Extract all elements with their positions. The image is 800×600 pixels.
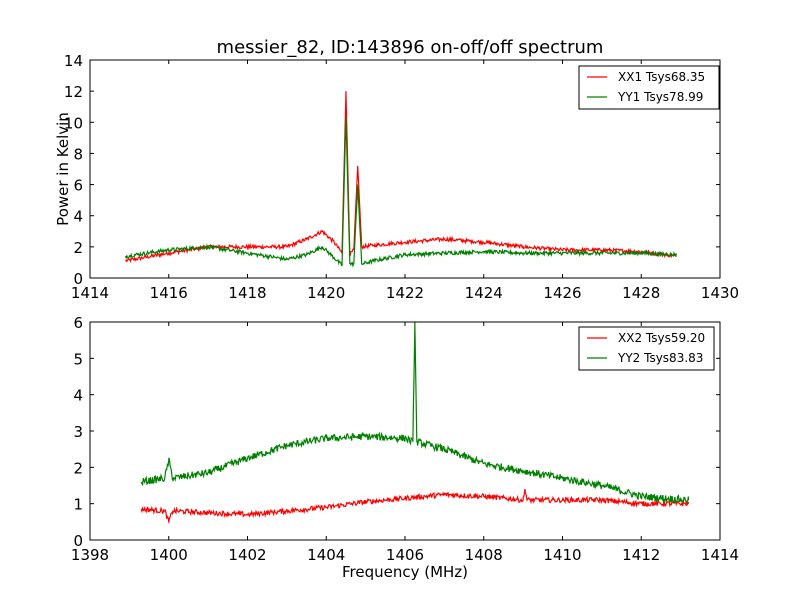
x-tick-label: 1414 [701, 546, 739, 564]
x-tick-label: 1414 [71, 284, 109, 302]
x-tick-label: 1424 [465, 284, 503, 302]
y-tick-label: 5 [73, 350, 83, 368]
legend-box [578, 65, 720, 110]
legend-entry: YY2 Tsys83.83 [617, 351, 703, 365]
x-tick-label: 1406 [386, 546, 424, 564]
y-tick-label: 1 [73, 496, 83, 514]
x-tick-label: 1428 [622, 284, 660, 302]
series-line-yy1 [124, 117, 678, 268]
x-tick-label: 1400 [150, 546, 188, 564]
x-tick-label: 1408 [465, 546, 503, 564]
legend: XX1 Tsys68.35 YY1 Tsys78.99 [578, 65, 720, 110]
x-axis-label: Frequency (MHz) [342, 563, 468, 581]
x-tick-label: 1398 [71, 546, 109, 564]
x-tick-label: 1402 [228, 546, 266, 564]
y-tick-label: 3 [73, 423, 83, 441]
x-tick-label: 1416 [150, 284, 188, 302]
y-tick-label: 6 [73, 314, 83, 332]
x-tick-label: 1418 [228, 284, 266, 302]
x-tick-label: 1412 [622, 546, 660, 564]
x-tick-label: 1422 [386, 284, 424, 302]
y-tick-label: 2 [73, 239, 83, 257]
legend-box [578, 326, 715, 371]
y-tick-label: 12 [64, 83, 83, 101]
x-tick-label: 1420 [307, 284, 345, 302]
x-tick-label: 1430 [701, 284, 739, 302]
series-line-yy2 [140, 322, 690, 504]
x-tick-label: 1426 [543, 284, 581, 302]
legend-entry: YY1 Tsys78.99 [617, 90, 703, 104]
x-tick-label: 1410 [543, 546, 581, 564]
top-spectrum-axes: 1414 1416 1418 1420 1422 1424 1426 1428 1430 0 2 4 6… [54, 52, 739, 302]
y-tick-label: 2 [73, 459, 83, 477]
y-tick-label: 0 [73, 270, 83, 288]
legend: XX2 Tsys59.20 YY2 Tsys83.83 [578, 326, 715, 371]
x-tick-label: 1404 [307, 546, 345, 564]
chart-title: messier_82, ID:143896 on-off/off spectru… [217, 37, 604, 58]
y-tick-label: 10 [64, 114, 83, 132]
y-tick-label: 8 [73, 145, 83, 163]
y-tick-label: 14 [64, 52, 83, 70]
y-axis-label: Power in Kelvin [54, 112, 72, 226]
y-tick-label: 0 [73, 532, 83, 550]
y-tick-label: 4 [73, 208, 83, 226]
legend-entry: XX2 Tsys59.20 [618, 331, 705, 345]
y-tick-label: 4 [73, 387, 83, 405]
series-line-xx1 [125, 91, 677, 264]
bottom-spectrum-axes: 1398 1400 1402 1404 1406 1408 1410 1412 1414 0 1 2 3… [71, 314, 739, 581]
y-tick-label: 6 [73, 177, 83, 195]
series-line-xx2 [140, 488, 690, 525]
legend-entry: XX1 Tsys68.35 [618, 70, 705, 84]
